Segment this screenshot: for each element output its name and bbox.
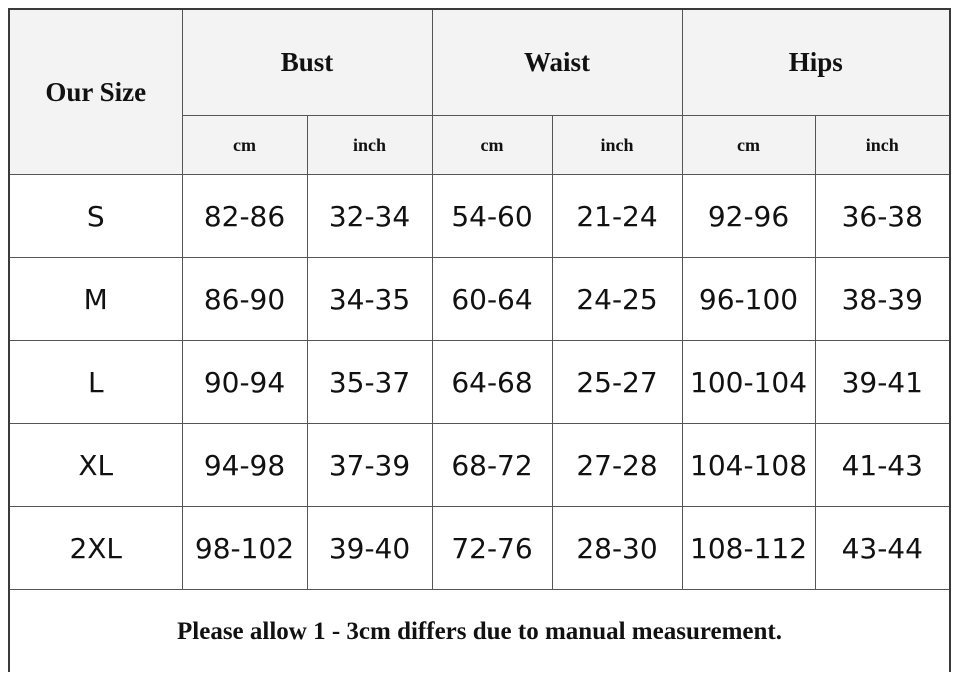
table-row: L 90-94 35-37 64-68 25-27 100-104 39-41 [10,340,950,424]
value-cell: 64-68 [431,340,553,424]
table-row: S 82-86 32-34 54-60 21-24 92-96 36-38 [10,174,950,258]
unit-header: inch [551,115,683,175]
header-unit-row: cm inch cm inch cm inch [10,115,950,175]
value-cell: 38-39 [814,257,950,341]
value-cell: 96-100 [681,257,816,341]
value-cell: 39-41 [814,340,950,424]
size-table: Our Size Bust Waist Hips cm inch cm inch… [10,10,950,674]
value-cell: 54-60 [431,174,553,258]
value-cell: 41-43 [814,423,950,507]
value-cell: 27-28 [551,423,683,507]
value-cell: 100-104 [681,340,816,424]
size-cell: S [10,174,183,258]
value-cell: 21-24 [551,174,683,258]
value-cell: 25-27 [551,340,683,424]
measurement-note: Please allow 1 - 3cm differs due to manu… [10,589,950,674]
value-cell: 90-94 [181,340,308,424]
size-cell: L [10,340,183,424]
unit-header: inch [814,115,950,175]
footer-row: Please allow 1 - 3cm differs due to manu… [10,589,950,674]
unit-header: cm [681,115,816,175]
size-chart: Our Size Bust Waist Hips cm inch cm inch… [8,8,951,674]
our-size-header: Our Size [10,10,183,175]
value-cell: 72-76 [431,506,553,590]
value-cell: 104-108 [681,423,816,507]
unit-header: cm [431,115,553,175]
value-cell: 92-96 [681,174,816,258]
value-cell: 28-30 [551,506,683,590]
hips-header: Hips [681,10,950,116]
bust-header: Bust [181,10,433,116]
value-cell: 34-35 [306,257,433,341]
waist-header: Waist [431,10,683,116]
value-cell: 39-40 [306,506,433,590]
header-group-row: Our Size Bust Waist Hips [10,10,950,175]
table-row: 2XL 98-102 39-40 72-76 28-30 108-112 43-… [10,506,950,590]
value-cell: 37-39 [306,423,433,507]
value-cell: 82-86 [181,174,308,258]
size-cell: XL [10,423,183,507]
value-cell: 86-90 [181,257,308,341]
value-cell: 68-72 [431,423,553,507]
size-cell: 2XL [10,506,183,590]
value-cell: 98-102 [181,506,308,590]
unit-header: cm [182,115,308,175]
table-row: M 86-90 34-35 60-64 24-25 96-100 38-39 [10,257,950,341]
value-cell: 108-112 [681,506,816,590]
table-row: XL 94-98 37-39 68-72 27-28 104-108 41-43 [10,423,950,507]
value-cell: 43-44 [814,506,950,590]
value-cell: 35-37 [306,340,433,424]
value-cell: 32-34 [306,174,433,258]
value-cell: 60-64 [431,257,553,341]
value-cell: 24-25 [551,257,683,341]
value-cell: 36-38 [814,174,950,258]
value-cell: 94-98 [181,423,308,507]
size-cell: M [10,257,183,341]
unit-header: inch [306,115,433,175]
